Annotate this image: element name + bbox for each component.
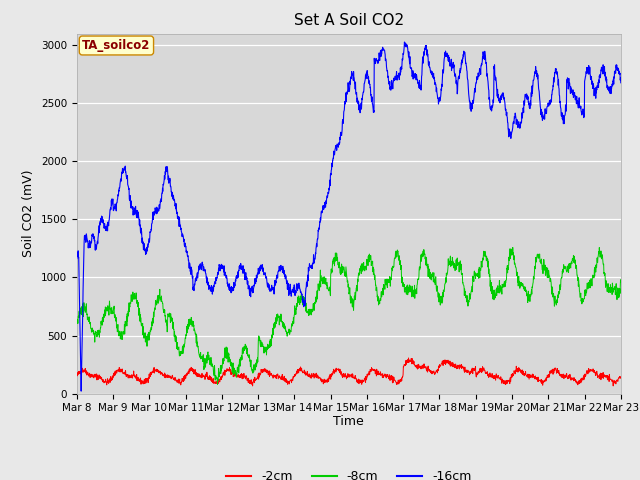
Text: TA_soilco2: TA_soilco2: [82, 39, 150, 52]
Title: Set A Soil CO2: Set A Soil CO2: [294, 13, 404, 28]
X-axis label: Time: Time: [333, 415, 364, 428]
Legend: -2cm, -8cm, -16cm: -2cm, -8cm, -16cm: [221, 465, 476, 480]
Y-axis label: Soil CO2 (mV): Soil CO2 (mV): [22, 170, 35, 257]
